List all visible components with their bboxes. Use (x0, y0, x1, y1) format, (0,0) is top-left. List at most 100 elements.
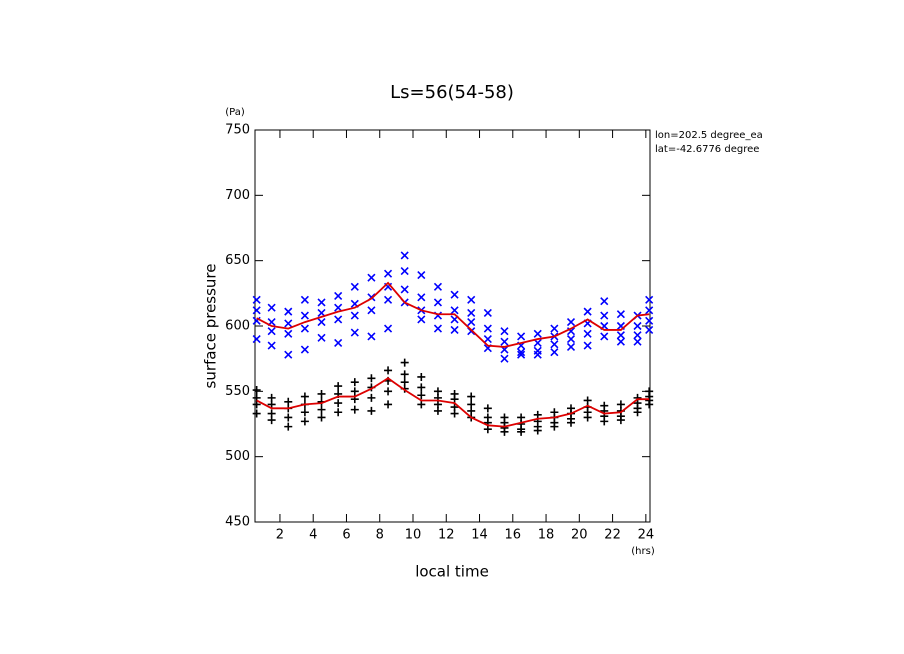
point (383, 269, 393, 278)
x-unit: (hrs) (631, 546, 655, 557)
point (284, 319, 293, 328)
point (483, 425, 492, 434)
point (517, 348, 526, 357)
point (550, 422, 559, 431)
point (566, 342, 576, 351)
point (367, 306, 376, 315)
point (633, 331, 642, 340)
point (350, 311, 359, 320)
point (300, 408, 309, 417)
point (367, 374, 376, 383)
point (367, 393, 376, 402)
point (433, 298, 443, 307)
point (533, 350, 542, 359)
point (450, 395, 459, 404)
point (566, 335, 576, 344)
point (334, 291, 343, 301)
point (300, 324, 309, 333)
point (367, 332, 376, 341)
point (384, 366, 393, 375)
point (616, 416, 625, 425)
point (350, 328, 359, 337)
point (433, 282, 443, 291)
point (284, 307, 293, 316)
point (517, 350, 526, 359)
point (252, 400, 261, 409)
annotation: lat=-42.6776 degree (655, 144, 759, 155)
chart-title: Ls=56(54-58) (390, 82, 514, 103)
point (467, 318, 476, 327)
point (284, 422, 293, 431)
point (450, 306, 459, 315)
point (252, 335, 261, 344)
point (483, 308, 492, 317)
point (384, 400, 393, 409)
point (350, 405, 359, 414)
point (334, 382, 343, 391)
point (267, 303, 276, 312)
point (317, 318, 326, 327)
x-tick-label: 16 (505, 528, 522, 543)
y-tick-label: 700 (225, 188, 250, 203)
point (350, 282, 359, 291)
point (400, 251, 409, 260)
point (267, 416, 276, 425)
point (583, 307, 592, 316)
x-axis-label: local time (415, 563, 489, 581)
point (450, 290, 459, 299)
y-axis-label: surface pressure (202, 264, 220, 389)
point (267, 327, 276, 336)
point (350, 387, 359, 396)
point (383, 324, 393, 333)
point (550, 348, 559, 357)
point (500, 354, 509, 363)
point (645, 316, 654, 325)
point (417, 315, 426, 324)
point (300, 311, 309, 320)
point (252, 386, 261, 395)
x-tick-label: 22 (604, 528, 621, 543)
point (400, 358, 409, 367)
point (533, 426, 542, 435)
point (252, 295, 261, 304)
point (417, 270, 426, 280)
point (284, 350, 293, 359)
point (583, 413, 592, 422)
point (267, 341, 276, 350)
point (317, 298, 326, 307)
point (284, 413, 293, 422)
point (500, 337, 509, 346)
point (533, 338, 542, 348)
y-unit: (Pa) (225, 107, 245, 118)
point (417, 383, 426, 392)
point (550, 324, 559, 333)
point (645, 295, 654, 304)
point (616, 310, 625, 319)
x-tick-label: 12 (438, 528, 455, 543)
point (433, 324, 443, 333)
mean-line (256, 377, 650, 428)
point (433, 406, 442, 415)
point (616, 331, 625, 340)
x-tick-label: 2 (276, 528, 284, 543)
point (483, 404, 492, 413)
point (400, 370, 409, 379)
point (367, 273, 376, 282)
point (400, 267, 409, 276)
x-tick-label: 10 (405, 528, 422, 543)
x-tick-label: 18 (538, 528, 555, 543)
point (583, 341, 592, 350)
point (550, 340, 559, 349)
point (633, 337, 642, 346)
point (566, 318, 576, 327)
point (600, 417, 609, 426)
point (645, 306, 654, 315)
point (367, 406, 376, 415)
point (284, 329, 293, 338)
point (317, 413, 326, 422)
point (600, 297, 609, 306)
y-tick-label: 750 (225, 123, 250, 138)
point (334, 303, 343, 312)
